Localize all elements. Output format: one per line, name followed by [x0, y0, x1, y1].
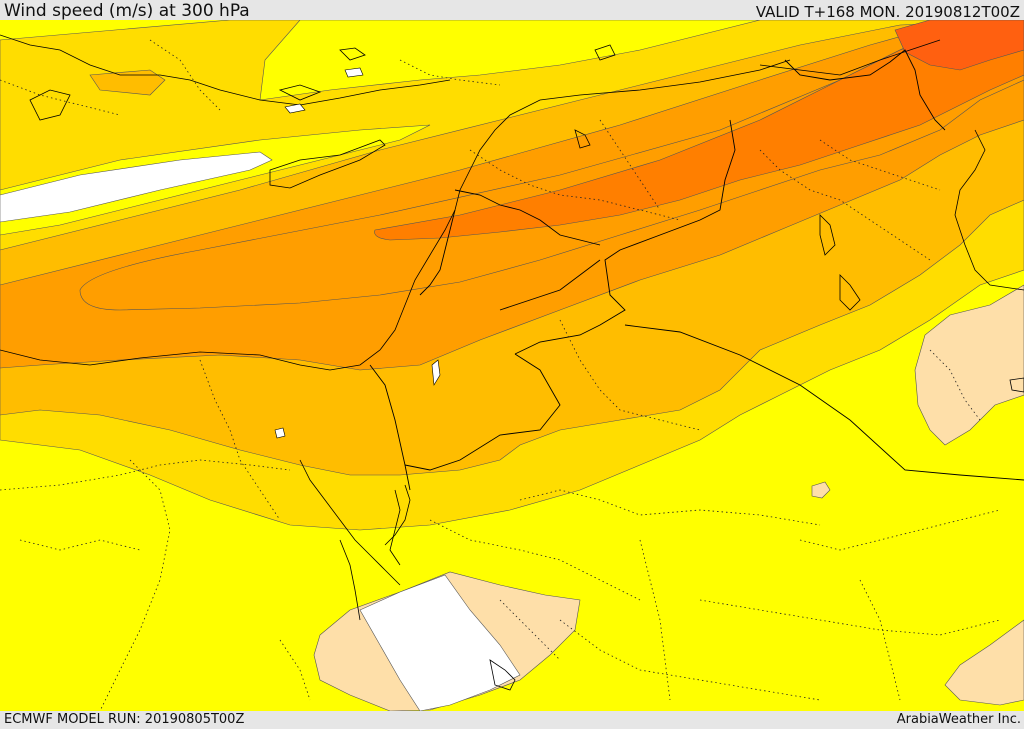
wind-speed-map[interactable] — [0, 20, 1024, 711]
contour-white-west — [0, 151, 273, 223]
internal-boundaries — [0, 39, 1001, 711]
valid-time-label: VALID T+168 MON. 20190812T00Z — [755, 3, 1020, 21]
model-run-label: ECMWF MODEL RUN: 20190805T00Z — [4, 712, 245, 727]
contour-red-orange — [894, 20, 1024, 71]
contour-dark-orange — [79, 20, 1024, 311]
map-canvas — [0, 20, 1024, 711]
contour-tan-spot — [811, 481, 831, 499]
contour-dark-orange-core — [374, 20, 1024, 241]
coastlines — [0, 34, 1024, 586]
contour-white-south — [359, 574, 521, 711]
lakes — [274, 67, 441, 439]
gulf-coastlines — [339, 44, 616, 691]
contour-gold-north — [89, 69, 166, 96]
contour-tan-southeast — [944, 619, 1024, 706]
footer-bar: ECMWF MODEL RUN: 20190805T00Z ArabiaWeat… — [0, 711, 1024, 729]
contour-yellow-northwest — [259, 20, 761, 101]
contour-yellow-west — [0, 124, 431, 236]
contour-tan-east — [914, 284, 1024, 446]
country-borders — [369, 49, 1024, 491]
map-title: Wind speed (m/s) at 300 hPa — [4, 1, 250, 21]
credit-label: ArabiaWeather Inc. — [896, 712, 1021, 727]
header-bar: Wind speed (m/s) at 300 hPa VALID T+168 … — [0, 0, 1024, 20]
